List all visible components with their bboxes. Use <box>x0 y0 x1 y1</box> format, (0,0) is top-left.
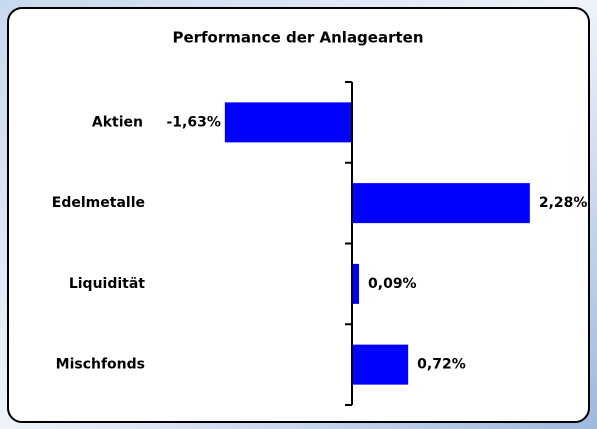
bar <box>352 263 360 304</box>
value-label: 0,09% <box>368 276 417 292</box>
value-label: 0,72% <box>417 357 466 373</box>
value-label: 2,28% <box>539 195 588 211</box>
value-label: -1,63% <box>166 114 220 130</box>
bar <box>352 183 530 224</box>
bar <box>352 344 409 385</box>
category-label: Aktien <box>92 114 143 130</box>
category-label: Mischfonds <box>56 357 145 373</box>
bar <box>224 102 352 143</box>
chart-title: Performance der Anlagearten <box>172 29 423 47</box>
category-label: Edelmetalle <box>52 195 145 211</box>
panel <box>7 7 590 423</box>
category-label: Liquidität <box>69 276 145 292</box>
